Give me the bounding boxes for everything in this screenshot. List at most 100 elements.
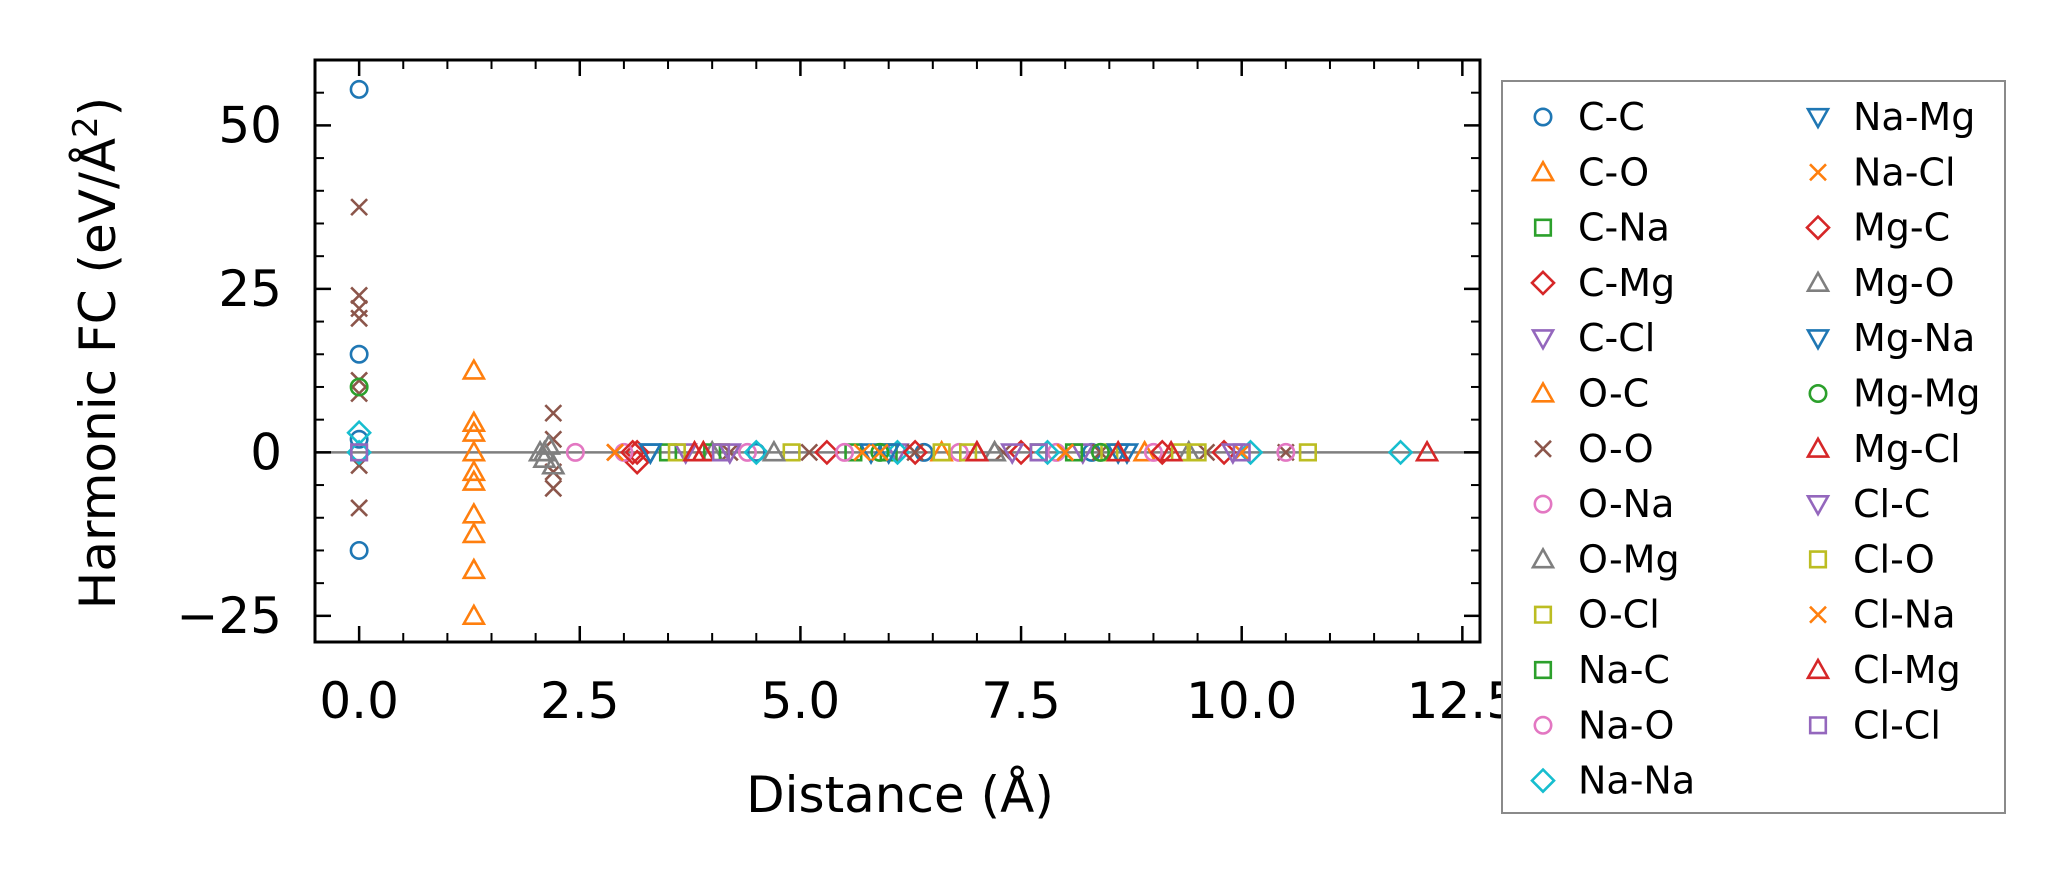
data-point-cl-o: [1170, 443, 1190, 462]
data-point-mg-cl: [1414, 439, 1440, 462]
legend-marker-c-cl: [1530, 329, 1556, 351]
data-point-c-mg: [814, 439, 840, 466]
data-point-na-o: [835, 442, 855, 462]
x-tick-label: 5.0: [761, 672, 841, 730]
legend-marker-cl-cl: [1808, 716, 1828, 735]
data-point-na-na: [743, 439, 770, 466]
data-point-cl-c: [1000, 443, 1025, 466]
legend-label-na-o: Na-O: [1578, 703, 1674, 747]
legend-label-o-na: O-Na: [1578, 482, 1674, 526]
data-point-cl-cl: [1232, 443, 1251, 462]
data-point-c-c: [349, 429, 369, 449]
legend-label-cl-na: Cl-Na: [1853, 593, 1956, 637]
data-point-o-o: [544, 404, 563, 423]
legend-marker-na-na: [1530, 767, 1556, 794]
legend-marker-cl-c: [1805, 495, 1831, 517]
data-point-o-mg: [541, 452, 566, 475]
data-point-mg-c: [1149, 439, 1176, 466]
data-point-na-na: [1387, 439, 1414, 466]
legend-label-mg-cl: Mg-Cl: [1853, 427, 1961, 471]
data-point-o-o: [350, 198, 369, 217]
data-point-na-na: [1034, 439, 1061, 466]
data-point-o-cl: [782, 443, 801, 462]
data-point-mg-mg: [870, 442, 890, 462]
legend-marker-na-c: [1533, 660, 1553, 680]
data-point-o-cl: [1188, 443, 1207, 462]
legend-marker-o-c: [1530, 380, 1556, 403]
legend-marker-c-o: [1530, 159, 1556, 182]
legend-label-o-cl: O-Cl: [1578, 593, 1660, 637]
data-point-cl-mg: [964, 439, 990, 462]
y-axis-label: Harmonic FC (eV/Å2): [66, 97, 127, 609]
legend-frame: [1501, 80, 2006, 814]
legend-marker-na-cl: [1809, 163, 1827, 182]
y-tick-label: 50: [218, 96, 282, 154]
legend-marker-mg-na: [1805, 329, 1831, 351]
y-tick-label: 0: [250, 423, 282, 481]
legend-label-na-c: Na-C: [1578, 648, 1670, 692]
data-point-c-o: [461, 521, 487, 544]
data-point-o-cl: [1298, 443, 1317, 462]
plot-frame: [313, 58, 1482, 644]
data-point-c-mg: [1211, 439, 1237, 466]
data-point-o-o: [350, 384, 369, 403]
data-point-o-o: [350, 309, 369, 328]
y-axis-label-main: Harmonic FC (eV/Å: [69, 138, 127, 609]
legend-label-cl-cl: Cl-Cl: [1853, 703, 1941, 747]
data-point-mg-na: [638, 443, 663, 466]
data-point-o-o: [350, 371, 369, 390]
legend-label-cl-c: Cl-C: [1853, 482, 1930, 526]
data-point-o-na: [1143, 442, 1163, 462]
data-point-o-c: [1132, 439, 1157, 462]
data-point-c-o: [461, 469, 487, 491]
legend-label-mg-na: Mg-Na: [1853, 316, 1975, 360]
data-point-c-c: [349, 79, 369, 99]
data-point-o-cl: [932, 443, 951, 462]
legend-marker-o-mg: [1530, 546, 1556, 569]
legend-marker-o-na: [1533, 494, 1553, 514]
data-point-cl-cl: [1029, 443, 1048, 462]
data-point-c-c: [349, 540, 369, 560]
data-point-mg-o: [761, 439, 787, 462]
data-point-na-na: [884, 439, 911, 466]
x-tick-label: 0.0: [319, 672, 399, 730]
data-point-c-o: [461, 357, 487, 380]
legend-label-o-mg: O-Mg: [1578, 537, 1680, 581]
data-point-cl-mg: [1158, 439, 1184, 462]
legend-marker-na-mg: [1805, 107, 1831, 130]
legend-label-cl-mg: Cl-Mg: [1853, 648, 1961, 692]
data-point-o-o: [350, 499, 369, 517]
legend-label-c-o: C-O: [1578, 150, 1649, 194]
legend-label-c-cl: C-Cl: [1578, 316, 1655, 360]
legend-label-cl-o: Cl-O: [1853, 537, 1935, 581]
data-point-o-o: [544, 430, 563, 449]
data-point-c-o: [461, 410, 487, 433]
data-point-na-cl: [853, 443, 872, 462]
data-point-o-mg: [532, 446, 557, 468]
legend: C-C C-O C-Na C-Mg C-Cl O-C O-O O-Na O-Mg O-Cl Na-C…: [1501, 80, 2006, 814]
plot-area: 0.0 2.5 5.0 7.5 10.0 12.5 −25 0 25 50: [176, 58, 1518, 730]
legend-marker-c-na: [1533, 218, 1553, 237]
legend-label-mg-c: Mg-C: [1853, 206, 1950, 250]
legend-label-na-na: Na-Na: [1578, 759, 1695, 803]
y-tick-label: 25: [218, 260, 282, 318]
data-point-c-o: [461, 603, 487, 625]
legend-marker-cl-na: [1809, 605, 1827, 624]
data-point-mg-o: [982, 439, 1007, 462]
data-point-cl-na: [606, 443, 624, 462]
y-axis-label-superscript: 2: [66, 116, 106, 138]
data-point-mg-mg: [349, 377, 369, 397]
data-point-c-mg: [1008, 439, 1034, 466]
legend-marker-o-cl: [1533, 605, 1553, 624]
data-point-na-mg: [858, 443, 884, 466]
legend-label-mg-o: Mg-O: [1853, 261, 1955, 305]
data-point-o-na: [565, 442, 585, 462]
data-point-mg-c: [619, 439, 646, 466]
data-point-na-na: [1237, 439, 1264, 466]
data-point-mg-cl: [1105, 439, 1131, 462]
x-axis-label: Distance (Å): [746, 766, 1054, 824]
legend-marker-mg-c: [1805, 214, 1831, 241]
legend-marker-c-mg: [1530, 270, 1556, 296]
x-tick-label: 7.5: [981, 672, 1061, 730]
data-point-o-o: [350, 286, 369, 305]
